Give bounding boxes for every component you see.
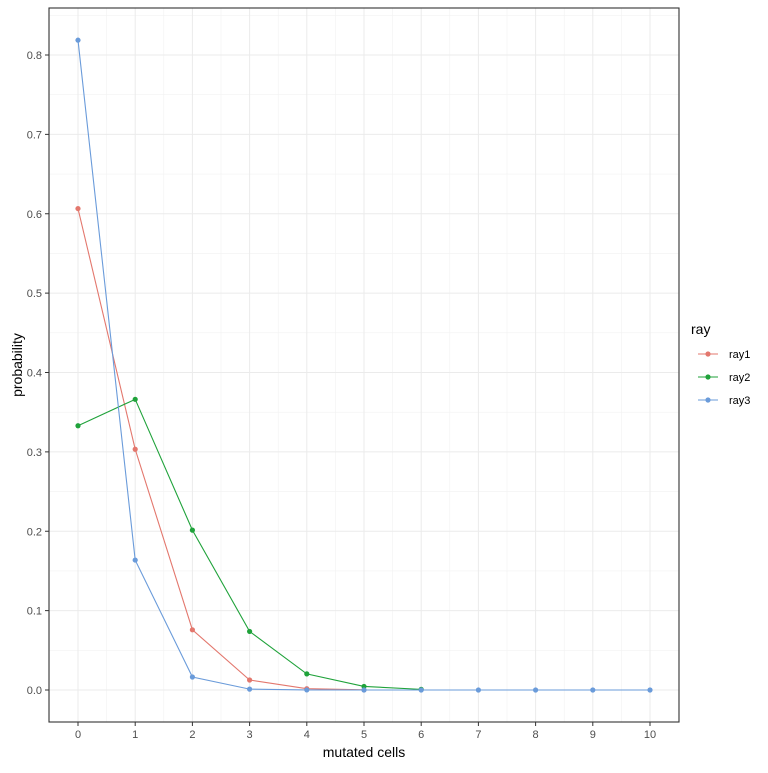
legend-label-ray3: ray3 <box>729 395 750 407</box>
y-tick-label: 0.3 <box>27 447 42 459</box>
data-point-ray2 <box>132 396 138 402</box>
x-tick-label: 0 <box>75 729 81 741</box>
legend-key-point <box>705 397 711 403</box>
data-point-ray1 <box>189 627 195 633</box>
series-line-ray1 <box>77 208 365 691</box>
x-tick-label: 1 <box>132 729 138 741</box>
data-point-ray3 <box>533 687 539 693</box>
legend-title: ray <box>691 321 710 337</box>
x-tick-label: 2 <box>189 729 195 741</box>
y-tick-label: 0.5 <box>27 288 42 300</box>
data-point-ray3 <box>590 687 596 693</box>
data-point-ray1 <box>247 677 253 683</box>
y-tick-label: 0.0 <box>27 685 42 697</box>
x-tick-label: 7 <box>475 729 481 741</box>
data-point-ray2 <box>361 683 367 690</box>
data-point-ray3 <box>304 687 310 693</box>
y-tick-label: 0.2 <box>27 526 42 538</box>
data-point-ray3 <box>189 674 195 680</box>
y-tick-label: 0.8 <box>27 50 42 62</box>
x-tick-label: 9 <box>590 729 596 741</box>
data-point-ray3 <box>75 37 81 43</box>
data-point-ray3 <box>132 557 138 563</box>
x-tick-label: 6 <box>418 729 424 741</box>
legend-label-ray1: ray1 <box>729 349 750 361</box>
data-point-ray3 <box>247 686 253 692</box>
x-tick-label: 8 <box>533 729 539 741</box>
data-point-ray1 <box>75 205 81 212</box>
x-axis-label: mutated cells <box>323 744 405 760</box>
y-tick-label: 0.4 <box>27 368 42 380</box>
y-tick-label: 0.6 <box>27 209 42 221</box>
data-point-ray3 <box>475 687 481 693</box>
data-point-ray3 <box>418 687 424 693</box>
data-point-ray2 <box>304 671 310 677</box>
y-tick-label: 0.1 <box>27 606 42 618</box>
x-tick-label: 5 <box>361 729 367 741</box>
data-point-ray2 <box>189 527 195 533</box>
legend-key-point <box>705 351 711 357</box>
legend-key-point <box>705 374 711 380</box>
data-point-ray3 <box>361 687 367 693</box>
y-axis-label: probability <box>9 333 25 397</box>
data-point-ray3 <box>647 687 653 693</box>
y-tick-label: 0.7 <box>27 129 42 141</box>
x-tick-label: 10 <box>644 729 656 741</box>
legend-label-ray2: ray2 <box>729 372 750 384</box>
data-point-ray2 <box>247 628 253 635</box>
x-tick-label: 4 <box>304 729 310 741</box>
data-point-ray2 <box>75 423 81 429</box>
data-point-ray1 <box>132 446 138 452</box>
x-tick-label: 3 <box>247 729 253 741</box>
